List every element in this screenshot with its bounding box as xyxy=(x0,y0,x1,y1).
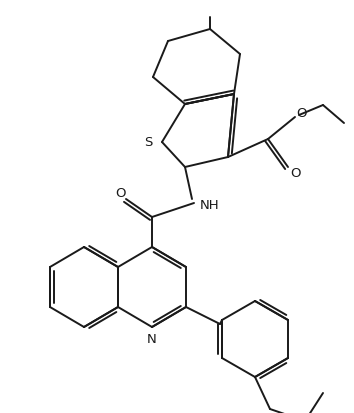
Text: O: O xyxy=(297,107,307,120)
Text: S: S xyxy=(144,136,152,149)
Text: N: N xyxy=(147,333,157,346)
Text: O: O xyxy=(115,187,125,200)
Text: NH: NH xyxy=(200,199,219,212)
Text: O: O xyxy=(291,167,301,180)
